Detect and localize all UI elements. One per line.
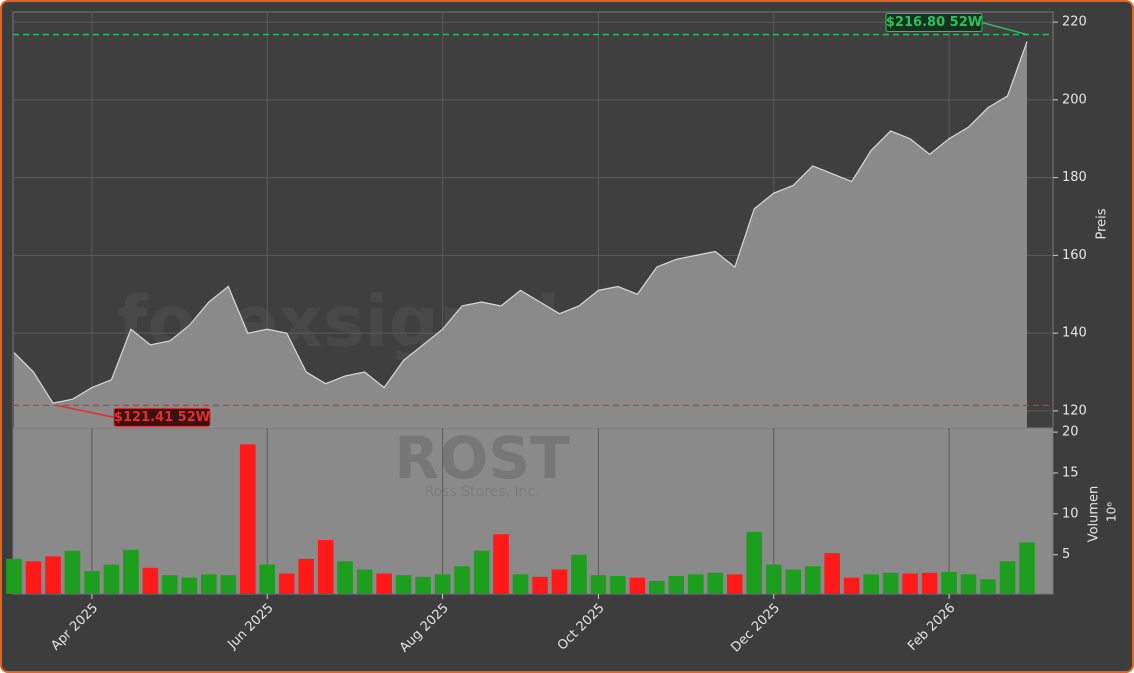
- volume-bar: [6, 558, 22, 594]
- volume-bar: [454, 566, 470, 594]
- volume-bar: [317, 540, 334, 594]
- volume-bar: [434, 574, 451, 594]
- volume-bar: [960, 574, 977, 594]
- y-axis-title: Preis: [1095, 208, 1110, 239]
- volume-bar: [882, 572, 899, 594]
- volume-bar: [610, 576, 626, 594]
- low-arrow: [56, 404, 115, 419]
- volume-exponent: 10⁶: [1105, 502, 1119, 522]
- price-line: [13, 41, 1028, 404]
- volume-bar: [278, 573, 295, 594]
- y-tick-label: 160: [1062, 248, 1087, 263]
- volume-bar: [201, 574, 217, 594]
- x-tick-label: Feb 2026: [905, 601, 958, 654]
- volume-bar: [259, 564, 276, 594]
- volume-bar: [668, 576, 685, 594]
- volume-bar: [493, 534, 509, 594]
- volume-bar: [512, 574, 529, 594]
- volume-bar: [707, 572, 724, 594]
- y2-axis-title: Volumen: [1087, 486, 1102, 543]
- high-label-box: [885, 13, 983, 33]
- volume-bar: [785, 569, 802, 594]
- volume-bar: [123, 549, 139, 594]
- y2-tick-label: 10: [1062, 506, 1079, 521]
- x-tick-label: Apr 2025: [48, 601, 101, 654]
- volume-bar: [551, 569, 568, 594]
- volume-bar: [25, 561, 42, 594]
- watermark-company: Ross Stores, Inc.: [424, 484, 539, 500]
- volume-bar: [239, 444, 256, 594]
- volume-bar: [1019, 542, 1035, 594]
- volume-bar: [376, 573, 392, 594]
- volume-bar: [629, 577, 646, 594]
- y2-tick-label: 5: [1062, 547, 1070, 562]
- volume-bar: [980, 579, 996, 594]
- volume-bar: [688, 574, 704, 594]
- volume-bar: [843, 577, 860, 594]
- volume-bar: [45, 556, 61, 594]
- low-label: $121.41 52W: [114, 410, 210, 425]
- volume-bar: [571, 554, 587, 594]
- volume-bar: [824, 553, 840, 594]
- volume-bar: [220, 575, 237, 594]
- x-tick-label: Oct 2025: [555, 601, 608, 654]
- x-tick-label: Aug 2025: [397, 601, 452, 656]
- y-tick-label: 140: [1062, 326, 1087, 341]
- volume-bar: [532, 576, 548, 594]
- volume-bar: [337, 561, 353, 594]
- volume-bar: [921, 572, 938, 594]
- volume-bar: [84, 571, 100, 594]
- price-area: [14, 41, 1027, 428]
- volume-bar: [590, 575, 607, 594]
- volume-bar: [726, 574, 743, 594]
- volume-bar: [162, 575, 178, 594]
- volume-bar: [902, 573, 918, 594]
- volume-bar: [142, 567, 159, 594]
- volume-bar: [415, 576, 431, 594]
- x-tick-label: Jun 2025: [225, 601, 277, 653]
- volume-bar: [298, 558, 315, 594]
- high-label: $216.80 52W: [886, 15, 982, 30]
- y-tick-label: 180: [1062, 170, 1087, 185]
- y2-tick-label: 15: [1062, 465, 1079, 480]
- volume-bar: [863, 574, 879, 594]
- watermark-ticker: ROST: [394, 424, 570, 492]
- low-label-box: [113, 407, 211, 427]
- volume-bar: [64, 550, 81, 594]
- y-tick-label: 200: [1062, 92, 1087, 107]
- volume-bar: [746, 531, 763, 594]
- volume-bar: [999, 561, 1016, 594]
- high-arrow: [981, 21, 1028, 36]
- volume-bar: [103, 564, 120, 594]
- volume-bar: [395, 575, 412, 594]
- x-tick-label: Dec 2025: [728, 601, 783, 656]
- volume-bar: [181, 577, 198, 594]
- y-tick-label: 220: [1062, 15, 1087, 30]
- volume-bar: [356, 569, 373, 594]
- volume-panel: [12, 427, 1054, 595]
- volume-bar: [473, 550, 490, 594]
- y-tick-label: 120: [1062, 403, 1087, 418]
- volume-bar: [941, 571, 957, 594]
- y2-tick-label: 20: [1062, 425, 1079, 440]
- volume-bar: [804, 566, 821, 594]
- volume-bar: [649, 580, 665, 594]
- volume-bar: [765, 564, 782, 594]
